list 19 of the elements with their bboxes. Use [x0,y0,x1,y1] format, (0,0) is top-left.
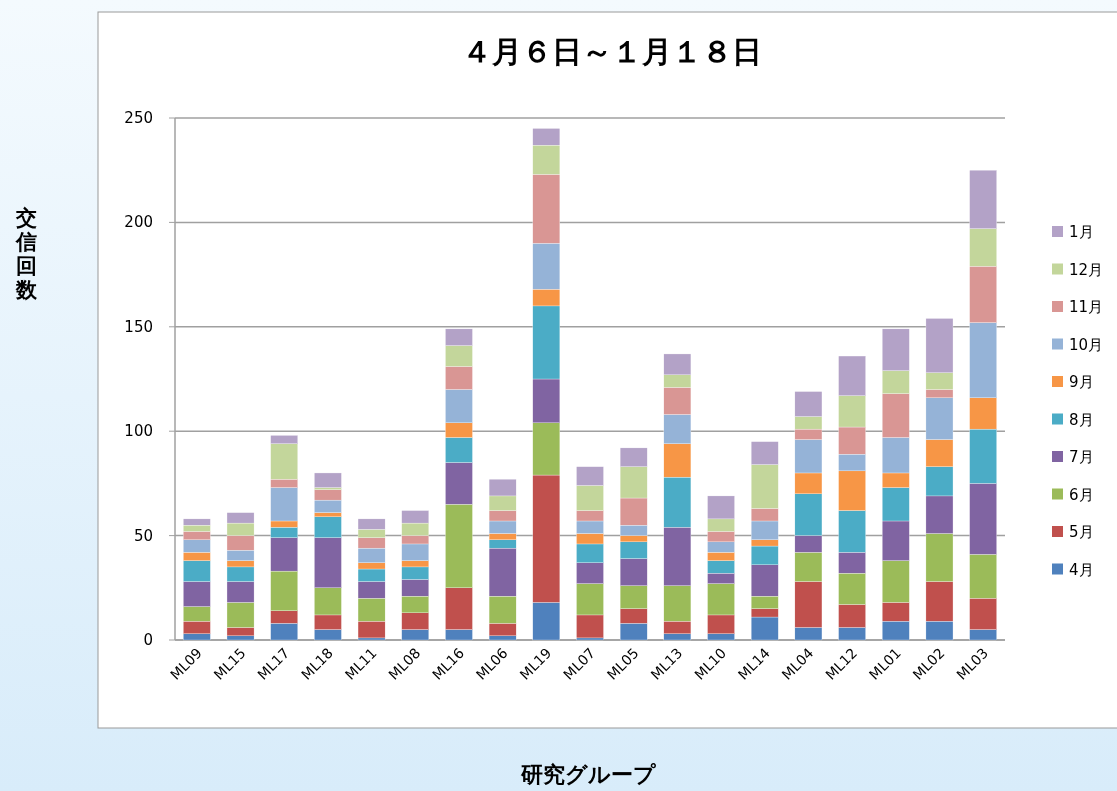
y-tick-label: 100 [124,422,153,441]
x-axis-title: 研究グループ [519,762,656,787]
legend-label: 9月 [1069,373,1094,391]
chart-title: ４月６日～１月１８日 [462,34,762,69]
legend-label: 5月 [1069,523,1094,541]
legend-label: 6月 [1069,485,1094,504]
legend-label: 10月 [1069,335,1104,354]
y-tick-label: 150 [124,317,153,336]
legend-label: 11月 [1069,298,1104,316]
legend-label: 8月 [1069,410,1094,429]
legend-label: 12月 [1069,260,1104,279]
legend-label: 4月 [1069,560,1094,579]
y-tick-label: 200 [124,213,153,232]
y-tick-label: 0 [143,631,153,649]
y-axis-title: 交信回数 [14,206,38,302]
legend-label: 7月 [1069,448,1094,466]
legend-label: 1月 [1069,223,1094,241]
y-tick-label: 250 [124,109,153,127]
y-tick-label: 50 [133,526,153,545]
